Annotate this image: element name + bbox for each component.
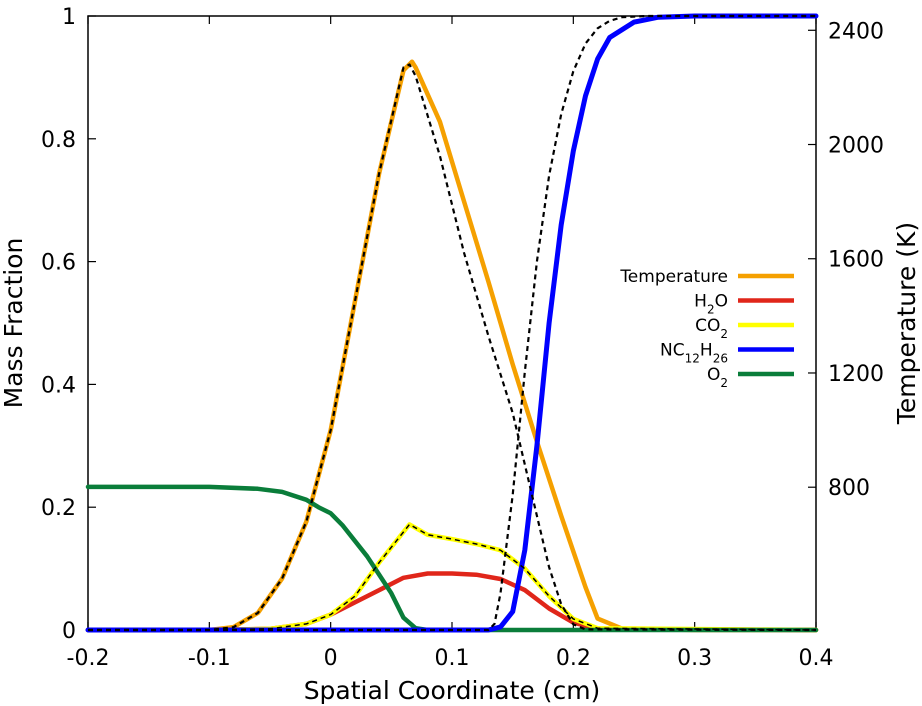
legend-label-part: O xyxy=(707,365,720,385)
x-axis-label: Spatial Coordinate (cm) xyxy=(304,676,601,705)
x-tick-label: 0.1 xyxy=(435,646,470,671)
y2-tick-label: 800 xyxy=(828,476,870,501)
series-line-h2o xyxy=(85,571,819,633)
legend-label-part: 2 xyxy=(720,376,728,390)
x-tick-label: -0.2 xyxy=(67,646,110,671)
legend-label-part: Temperature xyxy=(619,267,728,287)
legend-label-part: CO xyxy=(695,316,720,336)
legend-label-part: NC xyxy=(660,341,685,361)
y-tick-label: 0.2 xyxy=(41,496,76,521)
legend-label-part: H xyxy=(694,292,707,312)
series-line-o2 xyxy=(85,484,819,633)
legend-label: NC12H26 xyxy=(660,341,728,366)
legend-label-part: 12 xyxy=(685,352,700,366)
legend-label-part: H xyxy=(700,341,713,361)
legend-label-part: 2 xyxy=(720,327,728,341)
y2-tick-label: 2000 xyxy=(828,134,884,159)
axis-ticks: -0.2 -0.1 0 0.1 0.2 0.3 0.4 0 0.2 0.4 0.6 0.8 1 800 12… xyxy=(41,5,884,671)
legend-label-part: 26 xyxy=(713,352,728,366)
y2-tick-label: 2400 xyxy=(828,19,884,44)
y2-tick-label: 1600 xyxy=(828,248,884,273)
reference-dashed-line xyxy=(88,14,816,632)
y-tick-label: 0.8 xyxy=(41,128,76,153)
y-tick-label: 0 xyxy=(62,619,76,644)
y2-tick-label: 1200 xyxy=(828,362,884,387)
x-tick-label: 0.3 xyxy=(677,646,712,671)
y-tick-label: 0.4 xyxy=(41,373,76,398)
y2-axis-label: Temperature (K) xyxy=(892,222,921,425)
legend-label: Temperature xyxy=(619,267,728,287)
x-tick-label: 0 xyxy=(324,646,338,671)
legend-label-part: O xyxy=(715,292,728,312)
x-tick-label: 0.4 xyxy=(799,646,834,671)
y-tick-label: 0.6 xyxy=(41,251,76,276)
series-layer xyxy=(85,13,819,633)
x-tick-label: 0.2 xyxy=(556,646,591,671)
legend-label: H2O xyxy=(694,292,728,317)
legend-label: CO2 xyxy=(695,316,728,341)
x-tick-label: -0.1 xyxy=(188,646,231,671)
legend-label: O2 xyxy=(707,365,728,390)
y-axis-label: Mass Fraction xyxy=(0,238,28,409)
y-tick-label: 1 xyxy=(62,5,76,30)
legend-label-part: 2 xyxy=(707,303,715,317)
series-line-nc12h26 xyxy=(85,13,819,633)
reference-dashed-line xyxy=(88,63,817,632)
series-line-co2 xyxy=(85,522,819,633)
